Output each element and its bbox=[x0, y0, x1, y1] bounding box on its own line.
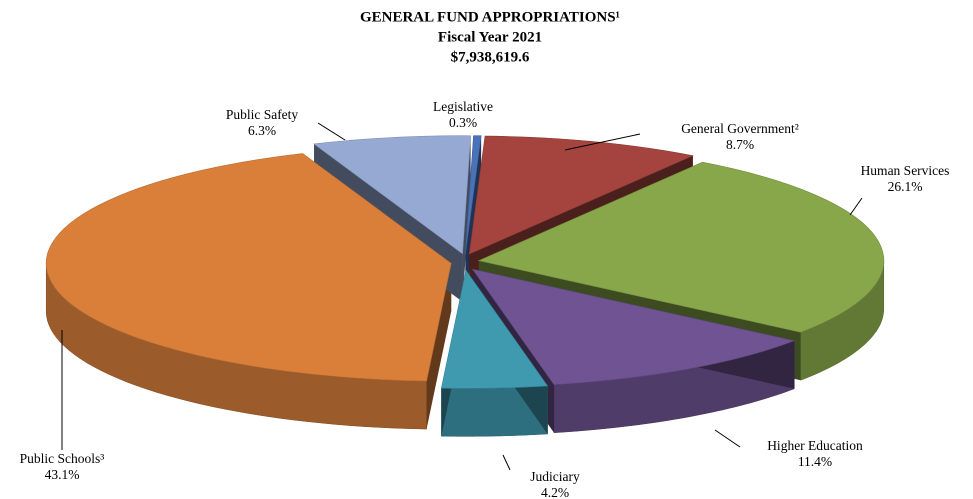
slice-value-label: 11.4% bbox=[798, 454, 832, 469]
leader-line bbox=[714, 429, 741, 448]
slice-label: Higher Education bbox=[767, 438, 863, 453]
slice-label: Legislative bbox=[433, 99, 493, 114]
slice-value-label: 6.3% bbox=[248, 123, 276, 138]
slice-value-label: 26.1% bbox=[888, 179, 923, 194]
slice bbox=[441, 269, 549, 389]
slice-label: Judiciary bbox=[530, 469, 580, 484]
slice-value-label: 8.7% bbox=[726, 137, 754, 152]
slice-label: Public Safety bbox=[226, 107, 299, 122]
chart-subtitle: Fiscal Year 2021 bbox=[438, 29, 542, 45]
slice bbox=[45, 153, 452, 382]
leader-line bbox=[317, 122, 346, 141]
slice-label: Human Services bbox=[861, 163, 950, 178]
slice-cut bbox=[462, 135, 471, 302]
slice-value-label: 0.3% bbox=[449, 115, 477, 130]
slice-value-label: 4.2% bbox=[541, 485, 569, 499]
chart-subtitle: $7,938,619.6 bbox=[451, 49, 530, 65]
slice-label: General Government² bbox=[681, 121, 799, 136]
chart-title: GENERAL FUND APPROPRIATIONS¹ bbox=[360, 9, 620, 25]
slice-value-label: 43.1% bbox=[45, 467, 80, 482]
slice bbox=[468, 135, 694, 255]
slice-label: Public Schools³ bbox=[20, 451, 105, 466]
slice-tops bbox=[45, 135, 885, 389]
slice bbox=[471, 268, 796, 386]
leader-line bbox=[564, 133, 641, 151]
slice bbox=[477, 161, 885, 333]
slice bbox=[465, 135, 482, 254]
leader-line bbox=[502, 454, 511, 471]
slice bbox=[313, 135, 471, 255]
leader-line bbox=[849, 197, 863, 216]
